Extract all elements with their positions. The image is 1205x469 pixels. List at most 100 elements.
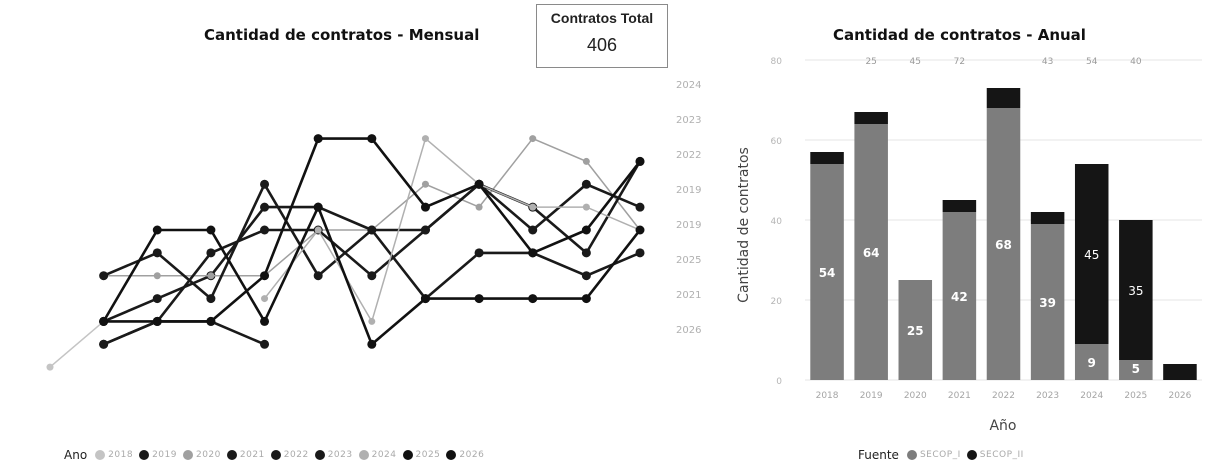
legend-dot-icon — [358, 450, 369, 460]
data-point — [581, 225, 591, 235]
bar-segment-SECOP_II — [810, 152, 844, 164]
data-point — [367, 134, 377, 144]
data-point — [368, 317, 376, 325]
legend-item-2026[interactable]: 2026 — [446, 450, 484, 460]
legend-label: 2018 — [108, 450, 134, 460]
data-point — [367, 339, 377, 349]
series-2019 — [99, 202, 645, 326]
legend-item-SECOP_II[interactable]: SECOP_II — [966, 450, 1024, 460]
data-point — [582, 203, 590, 211]
bar-group-2019: 64 — [854, 112, 888, 380]
x-tick-label: 2022 — [992, 391, 1015, 401]
data-point — [475, 203, 483, 211]
legend-item-2018[interactable]: 2018 — [95, 450, 133, 460]
bar-value-label: 5 — [1132, 362, 1140, 376]
bar-segment-SECOP_I — [942, 212, 977, 380]
data-point — [581, 248, 591, 258]
bar-segment-SECOP_I — [1119, 360, 1153, 380]
end-label: 2023 — [676, 115, 701, 126]
x-tick-label: 2023 — [1036, 391, 1059, 401]
data-point — [99, 271, 109, 281]
bar-value-label: 64 — [863, 246, 880, 260]
total-label: 40 — [1130, 57, 1142, 67]
data-point — [529, 203, 537, 211]
kpi-card: Contratos Total 406 — [536, 4, 668, 68]
bar-value-label: 54 — [819, 266, 836, 280]
legend-label: 2020 — [195, 450, 221, 460]
data-point — [260, 339, 270, 349]
data-point — [313, 202, 323, 212]
y-tick-label: 20 — [771, 297, 783, 307]
kpi-label: Contratos Total — [550, 10, 654, 26]
end-label: 2024 — [676, 80, 701, 91]
data-point — [581, 294, 591, 304]
annual-chart-title: Cantidad de contratos - Anual — [833, 26, 1086, 44]
legend-item-2019[interactable]: 2019 — [139, 450, 177, 460]
data-point — [260, 316, 270, 326]
data-point — [207, 272, 215, 280]
legend-label: 2022 — [283, 450, 309, 460]
total-label: 72 — [954, 57, 965, 67]
y-axis-title: Cantidad de contratos — [736, 147, 752, 303]
data-point — [152, 316, 162, 326]
data-point — [421, 135, 429, 143]
legend-item-2024[interactable]: 2024 — [358, 450, 397, 460]
y-tick-label: 80 — [771, 57, 783, 67]
legend-item-2025[interactable]: 2025 — [402, 450, 441, 460]
legend-label: 2021 — [239, 450, 265, 460]
legend-item-2020[interactable]: 2020 — [182, 450, 221, 460]
data-point — [581, 179, 591, 189]
year-legend: Ano 2018 2019 2020 2021 2022 2023 2024 2025 2026 — [64, 448, 490, 462]
bar-value-label: 42 — [951, 290, 968, 304]
data-point — [260, 225, 270, 235]
legend-label: SECOP_I — [919, 450, 961, 460]
legend-dot-icon — [270, 450, 281, 460]
total-label: 25 — [865, 57, 876, 67]
year-legend-title: Ano — [64, 448, 88, 462]
data-point — [635, 202, 645, 212]
bar-top-value-label: 45 — [1084, 248, 1099, 262]
data-point — [260, 202, 270, 212]
legend-item-SECOP_I[interactable]: SECOP_I — [906, 450, 961, 460]
monthly-chart-panel: Cantidad de contratos - Mensual Contrato… — [46, 4, 701, 462]
legend-item-2022[interactable]: 2022 — [270, 450, 309, 460]
data-point — [474, 294, 484, 304]
bar-segment-SECOP_II — [1119, 220, 1153, 360]
data-point — [528, 225, 538, 235]
legend-label: 2024 — [371, 450, 397, 460]
data-point — [152, 294, 162, 304]
annual-chart-panel: Cantidad de contratos - Anual 0 20 40 60 80 C… — [720, 0, 1205, 469]
legend-dot-icon — [95, 450, 106, 460]
x-tick-label: 2020 — [904, 391, 927, 401]
bar-segment-SECOP_II — [1163, 364, 1197, 380]
data-point — [206, 294, 216, 304]
kpi-value: 406 — [586, 35, 618, 55]
bar-segment-SECOP_II — [986, 88, 1021, 108]
end-label: 2021 — [676, 290, 701, 301]
bar-segment-SECOP_I — [898, 280, 933, 380]
x-tick-label: 2021 — [948, 391, 971, 401]
legend-item-2023[interactable]: 2023 — [314, 450, 353, 460]
data-point — [529, 135, 537, 143]
data-point — [420, 294, 430, 304]
source-legend: Fuente SECOP_I SECOP_II — [858, 448, 1030, 462]
bar-group-2022: 68 — [986, 88, 1021, 380]
bar-value-label: 39 — [1039, 296, 1056, 310]
x-tick-label: 2026 — [1168, 391, 1191, 401]
legend-item-2021[interactable]: 2021 — [226, 450, 265, 460]
legend-label: 2025 — [415, 450, 441, 460]
end-label: 2026 — [676, 325, 701, 336]
end-label: 2019 — [676, 220, 701, 231]
bar-segment-SECOP_I — [1074, 344, 1109, 380]
y-tick-label: 0 — [776, 377, 782, 387]
legend-dot-icon — [906, 450, 917, 460]
data-point — [421, 180, 429, 188]
data-point — [635, 225, 645, 235]
bar-value-label: 9 — [1088, 356, 1096, 370]
legend-label: SECOP_II — [979, 450, 1024, 460]
data-point — [314, 226, 322, 234]
data-point — [206, 225, 216, 235]
total-label: 43 — [1042, 57, 1053, 67]
series-2026 — [99, 202, 645, 349]
data-point — [582, 157, 590, 165]
